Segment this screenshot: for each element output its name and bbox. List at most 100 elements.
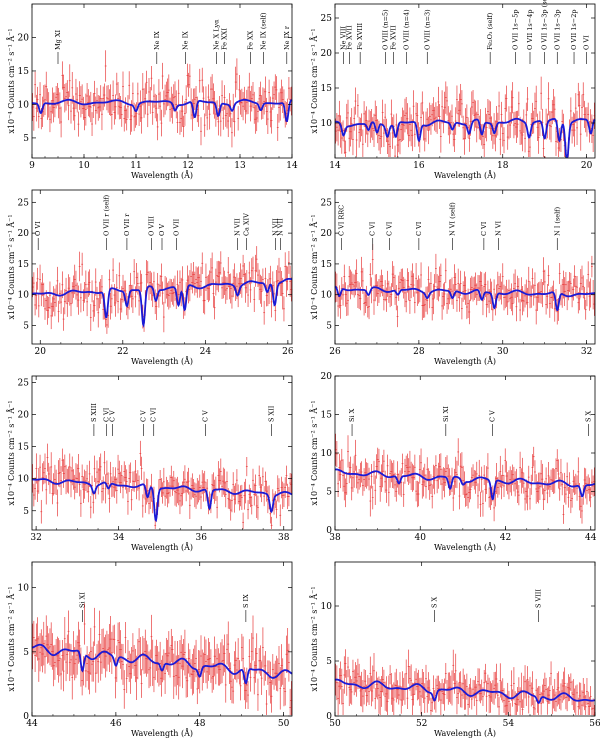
- y-tick-label: 10: [321, 449, 333, 459]
- plot-frame: [334, 189, 596, 345]
- line-label: Si XI: [442, 406, 450, 422]
- y-tick-label: 5: [23, 322, 29, 332]
- y-tick-label: 20: [321, 49, 333, 59]
- x-tick-label: 44: [26, 719, 38, 729]
- y-tick-label: 5: [23, 134, 29, 144]
- x-tick-label: 42: [500, 533, 511, 543]
- y-axis-label: x10⁻⁴ Counts cm⁻² s⁻¹ Å⁻¹: [7, 214, 16, 319]
- line-label: S X: [585, 410, 593, 422]
- x-tick-label: 30: [497, 347, 509, 357]
- line-identifications: Mg XI Ne IX Ne IX Ne X Lyα Fe XXI Fe XX Ne IX …: [54, 12, 291, 64]
- y-axis-label: x10⁻⁴ Counts cm⁻² s⁻¹ Å⁻¹: [7, 28, 16, 133]
- line-label: Fe XVII: [390, 25, 398, 50]
- x-ticks: 20 22 24 26: [35, 190, 294, 357]
- line-label: Fe XVII: [346, 25, 354, 50]
- plot-frame: [31, 561, 293, 717]
- y-tick-label: 0: [23, 712, 29, 722]
- line-label: O V: [158, 224, 166, 236]
- y-tick-label: 15: [321, 84, 333, 94]
- line-label: Ca XIV: [243, 213, 251, 236]
- line-label: C V: [201, 410, 209, 422]
- line-label: Fe XX: [246, 30, 254, 50]
- plot-frame: [334, 375, 596, 531]
- line-label: O VII 1s−3p: [553, 9, 561, 50]
- x-tick-label: 36: [195, 533, 207, 543]
- x-tick-label: 22: [117, 347, 128, 357]
- line-label: N VII: [271, 218, 279, 236]
- line-label: N I (self): [553, 206, 561, 236]
- x-tick-label: 26: [329, 347, 341, 357]
- model-line: [334, 678, 596, 704]
- y-ticks: 5 10 15 20 25: [321, 198, 595, 332]
- data-points: [334, 433, 596, 524]
- y-axis-label: x10⁻⁴ Counts cm⁻² s⁻¹ Å⁻¹: [7, 400, 16, 505]
- model-line: [334, 117, 596, 158]
- y-ticks: 10 15 20 25: [321, 14, 595, 129]
- x-tick-label: 56: [589, 719, 600, 729]
- y-axis-label: x10⁻⁴ Counts cm⁻² s⁻¹ Å⁻¹: [310, 400, 319, 505]
- line-identifications: Si X Si XI C V S X: [348, 406, 593, 436]
- y-tick-label: 5: [326, 488, 332, 498]
- y-tick-label: 15: [321, 411, 333, 421]
- line-label: Fe₂O₃ (self): [486, 12, 494, 50]
- x-tick-label: 54: [503, 719, 515, 729]
- y-tick-label: 25: [18, 378, 30, 388]
- y-tick-label: 25: [321, 198, 333, 208]
- x-tick-label: 34: [113, 533, 125, 543]
- x-tick-label: 26: [282, 347, 294, 357]
- line-label: O VII 1s−2p: [570, 9, 578, 50]
- line-label: Ne X Lyα: [213, 19, 221, 50]
- panel-mid2-right: 38 40 42 44 0 5 10 15 20 Wavelength (Å) x10⁻⁴ Coun…: [310, 372, 597, 552]
- line-label: Mg XI: [54, 29, 62, 50]
- x-tick-label: 20: [35, 347, 47, 357]
- y-axis-label: x10⁻⁴ Counts cm⁻² s⁻¹ Å⁻¹: [7, 586, 16, 691]
- y-ticks: 0 5 10: [321, 602, 595, 722]
- y-tick-label: 15: [18, 260, 30, 270]
- x-axis-label: Wavelength (Å): [434, 729, 496, 738]
- line-label: O VII r: [123, 213, 131, 236]
- panel-mid1-right: 26 28 30 32 5 10 15 20 25 Wavelength (Å) x10⁻⁴ Cou…: [310, 189, 596, 366]
- plot-frame: [334, 3, 596, 159]
- y-tick-label: 15: [18, 443, 30, 453]
- y-tick-label: 20: [321, 372, 333, 382]
- line-label: S VIII: [535, 589, 543, 608]
- line-label: O VIII (n=5): [381, 9, 389, 50]
- data-points: [31, 603, 293, 715]
- y-tick-label: 20: [18, 229, 30, 239]
- x-axis-label: Wavelength (Å): [434, 357, 496, 366]
- y-tick-label: 20: [321, 229, 333, 239]
- line-identifications: C VI RRC C VI C VI C VI N VI (self) C VI N VI N…: [337, 202, 561, 250]
- line-label: O VIII (n=4): [402, 9, 410, 50]
- line-label: C V: [139, 410, 147, 422]
- x-axis-label: Wavelength (Å): [131, 729, 193, 738]
- line-label: Si X: [348, 408, 356, 422]
- data-points: [31, 440, 293, 529]
- y-tick-label: 0: [326, 526, 332, 536]
- line-label: N VII: [276, 218, 284, 236]
- x-ticks: 9 10 11 12 13 14: [29, 4, 298, 171]
- y-tick-label: 10: [18, 291, 30, 301]
- y-tick-label: 10: [321, 119, 333, 129]
- y-tick-label: 20: [18, 33, 30, 43]
- x-tick-label: 38: [278, 533, 290, 543]
- y-tick-label: 5: [23, 648, 29, 658]
- data-points: [31, 50, 293, 148]
- panel-bottom-right: 50 52 54 56 0 5 10 Wavelength (Å) x10⁻⁴ Counts c…: [310, 561, 600, 738]
- line-label: C VI: [386, 221, 394, 236]
- line-label: O VII 1s−3p (self): [541, 0, 549, 50]
- line-label: Fe XVIII: [356, 22, 364, 50]
- model-line: [31, 643, 293, 685]
- plot-frame: [31, 189, 293, 345]
- line-label: N VI (self): [448, 202, 456, 236]
- panel-mid2-left: 32 34 36 38 5 10 15 20 25 Wavelength (Å) x10⁻⁴ Cou…: [7, 375, 293, 552]
- line-label: O VII: [172, 218, 180, 236]
- x-tick-label: 24: [200, 347, 212, 357]
- y-axis-label: x10⁻⁴ Counts cm⁻² s⁻¹ Å⁻¹: [310, 586, 319, 691]
- line-label: C VI: [480, 221, 488, 236]
- y-tick-label: 25: [321, 14, 333, 24]
- line-identifications: S X S VIII: [431, 589, 543, 622]
- y-tick-label: 5: [23, 507, 29, 517]
- line-identifications: Si XI S IX: [78, 592, 250, 622]
